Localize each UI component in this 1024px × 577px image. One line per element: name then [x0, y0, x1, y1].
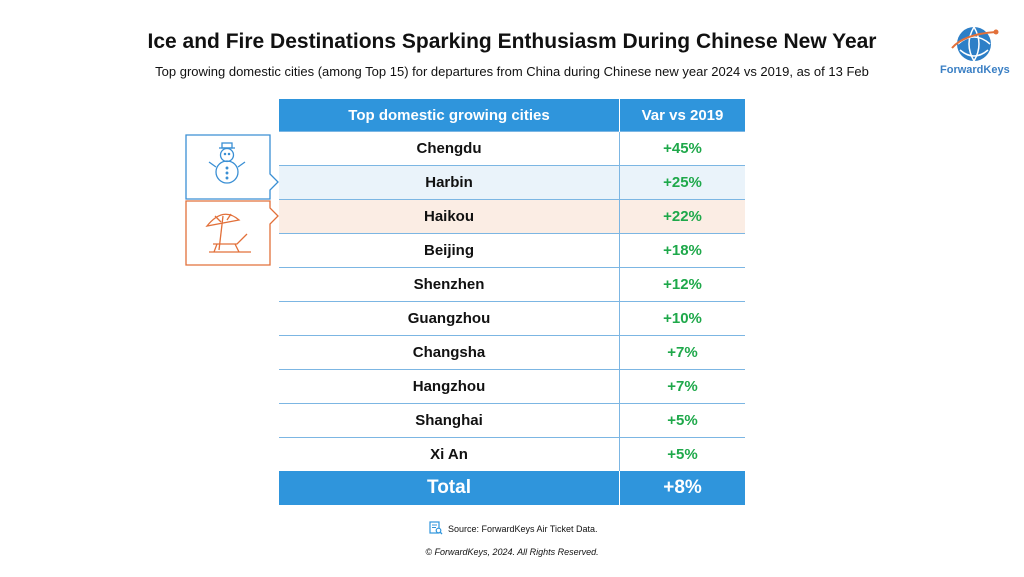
var-cell: +7%: [620, 370, 746, 404]
table-header-row: Top domestic growing cities Var vs 2019: [279, 99, 745, 132]
total-label: Total: [279, 471, 620, 505]
page-subtitle: Top growing domestic cities (among Top 1…: [0, 64, 1024, 79]
city-cell: Xi An: [279, 438, 620, 472]
growing-cities-table: Top domestic growing cities Var vs 2019 …: [279, 99, 745, 505]
city-cell: Beijing: [279, 234, 620, 268]
table-row: Harbin +25%: [279, 166, 745, 200]
ice-callout: [185, 134, 281, 200]
table-row: Shenzhen +12%: [279, 268, 745, 302]
var-cell: +45%: [620, 132, 746, 166]
table-row: Hangzhou +7%: [279, 370, 745, 404]
table-row: Beijing +18%: [279, 234, 745, 268]
copyright-note: © ForwardKeys, 2024. All Rights Reserved…: [0, 547, 1024, 557]
table-row: Chengdu +45%: [279, 132, 745, 166]
var-cell: +7%: [620, 336, 746, 370]
table-row: Xi An +5%: [279, 438, 745, 472]
table-row: Shanghai +5%: [279, 404, 745, 438]
city-cell: Guangzhou: [279, 302, 620, 336]
page-title: Ice and Fire Destinations Sparking Enthu…: [0, 30, 1024, 54]
total-value: +8%: [620, 471, 746, 505]
var-cell: +25%: [620, 166, 746, 200]
city-cell: Haikou: [279, 200, 620, 234]
var-cell: +10%: [620, 302, 746, 336]
var-cell: +5%: [620, 404, 746, 438]
table-row: Haikou +22%: [279, 200, 745, 234]
city-cell: Changsha: [279, 336, 620, 370]
total-row: Total +8%: [279, 471, 745, 505]
table-row: Changsha +7%: [279, 336, 745, 370]
var-cell: +18%: [620, 234, 746, 268]
column-header-cities: Top domestic growing cities: [279, 99, 620, 132]
table-row: Guangzhou +10%: [279, 302, 745, 336]
var-cell: +12%: [620, 268, 746, 302]
city-cell: Shanghai: [279, 404, 620, 438]
city-cell: Hangzhou: [279, 370, 620, 404]
city-cell: Shenzhen: [279, 268, 620, 302]
city-cell: Harbin: [279, 166, 620, 200]
source-note: Source: ForwardKeys Air Ticket Data.: [448, 524, 598, 534]
column-header-var: Var vs 2019: [620, 99, 746, 132]
var-cell: +5%: [620, 438, 746, 472]
var-cell: +22%: [620, 200, 746, 234]
city-cell: Chengdu: [279, 132, 620, 166]
document-search-icon: [429, 521, 443, 535]
logo-text: ForwardKeys: [940, 64, 1008, 76]
fire-callout: [185, 200, 281, 266]
